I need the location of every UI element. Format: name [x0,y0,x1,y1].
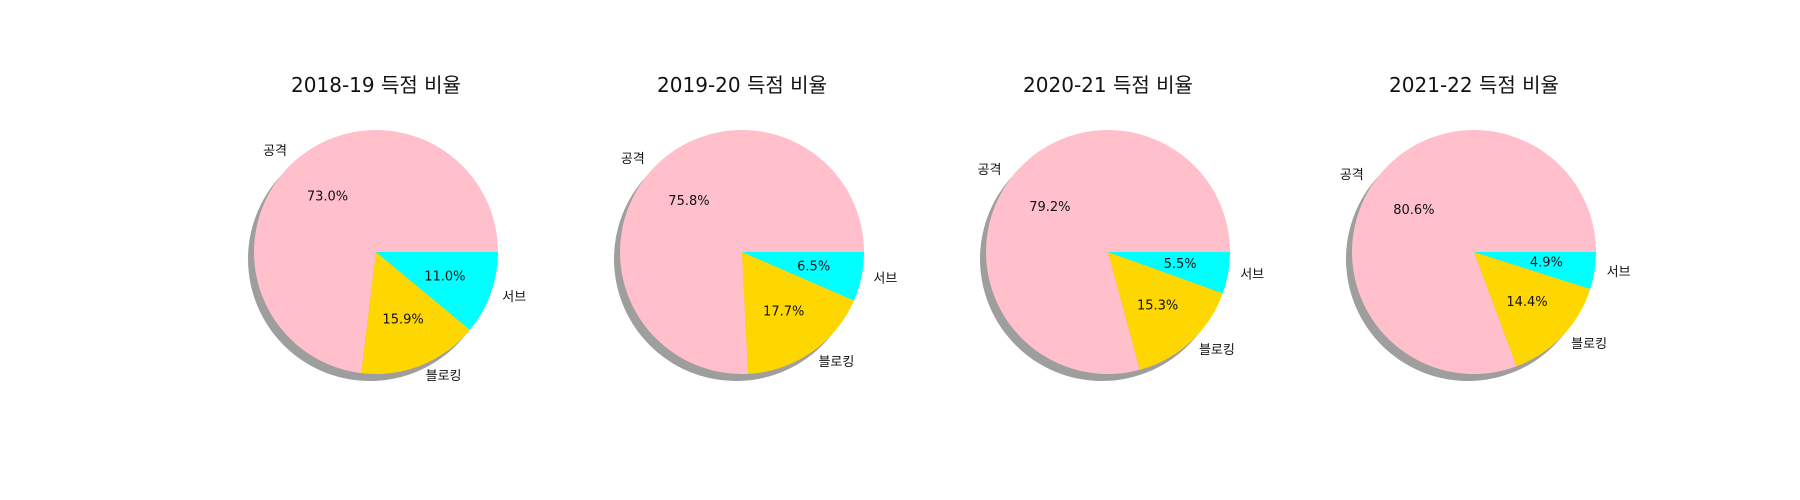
pie-slice-서브 [376,252,498,330]
slice-percent-label: 79.2% [1029,200,1070,215]
slice-category-label: 공격 [978,163,1002,178]
slice-percent-label: 15.3% [1137,298,1178,313]
pie-slice-공격 [620,130,864,375]
slice-percent-label: 5.5% [1164,257,1197,272]
slice-category-label: 공격 [263,144,287,159]
slice-category-label: 블로킹 [426,369,462,384]
pie-slice-블로킹 [742,252,854,374]
slice-percent-label: 4.9% [1530,256,1563,271]
slice-category-label: 서브 [1607,265,1631,280]
slice-percent-label: 80.6% [1393,203,1434,218]
slice-percent-label: 17.7% [763,305,804,320]
slice-category-label: 공격 [1340,168,1364,183]
chart-title: 2018-19 득점 비율 [291,73,461,97]
pie-slice-서브 [1108,252,1230,294]
chart-title: 2019-20 득점 비율 [657,73,827,97]
pie-slice-서브 [1474,252,1596,290]
slice-percent-label: 14.4% [1506,295,1547,310]
slice-category-label: 블로킹 [1199,343,1235,358]
slice-category-label: 서브 [873,272,897,287]
pie-slice-블로킹 [1108,252,1223,370]
pie-slice-블로킹 [1474,252,1591,367]
slice-percent-label: 11.0% [424,269,465,284]
slice-category-label: 블로킹 [1571,337,1607,352]
pie-slice-공격 [253,130,498,374]
slice-category-label: 공격 [621,152,645,167]
pie-slice-공격 [985,130,1230,375]
chart-title: 2020-21 득점 비율 [1023,73,1193,97]
slice-category-label: 서브 [502,290,526,305]
slice-percent-label: 6.5% [797,259,830,274]
slice-percent-label: 73.0% [307,190,348,205]
slice-percent-label: 15.9% [382,313,423,328]
pie-slice-공격 [1351,130,1596,375]
pie-slice-서브 [742,252,864,301]
slice-category-label: 서브 [1240,268,1264,283]
slice-percent-label: 75.8% [668,194,709,209]
chart-title: 2021-22 득점 비율 [1389,73,1559,97]
slice-category-label: 블로킹 [818,355,854,370]
pie-slice-블로킹 [361,252,470,375]
